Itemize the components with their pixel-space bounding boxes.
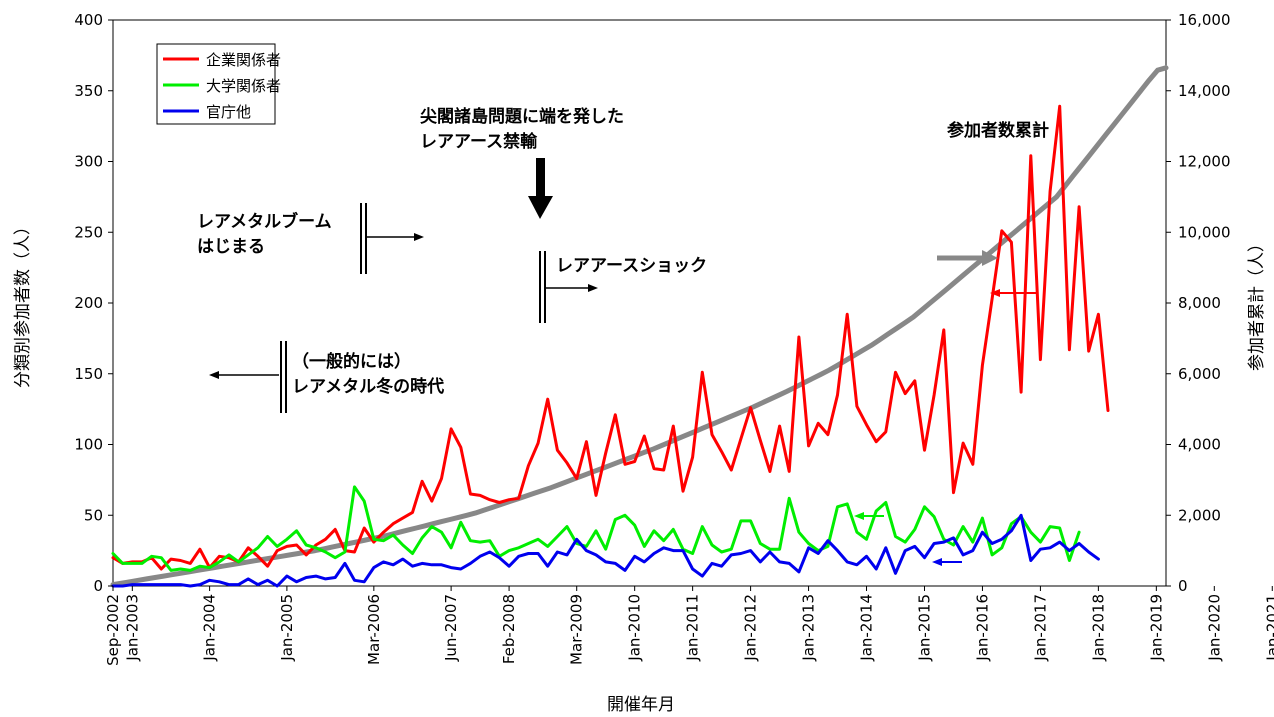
x-tick-label: Jan-2010 bbox=[626, 594, 644, 662]
right-tick-label: 2,000 bbox=[1178, 506, 1221, 524]
x-tick-label: Sep-2002 bbox=[104, 594, 122, 666]
left-tick-label: 50 bbox=[84, 506, 103, 524]
annotation-rare-metal-boom: レアメタルブーム はじまる bbox=[197, 203, 424, 274]
x-tick-label: Jun-2007 bbox=[442, 594, 460, 662]
arrow-down-icon bbox=[528, 196, 553, 219]
annotation-text: レアメタル冬の時代 bbox=[292, 376, 444, 397]
arrow-right-icon bbox=[982, 250, 998, 266]
left-tick-label: 200 bbox=[74, 294, 103, 312]
x-tick-label: Feb-2008 bbox=[500, 594, 518, 664]
left-tick-label: 350 bbox=[74, 82, 103, 100]
annotation-text: レアアース禁輸 bbox=[420, 131, 538, 152]
x-tick-label: Jan-2012 bbox=[742, 594, 760, 662]
x-axis: Sep-2002 Jan-2003 Jan-2004 Jan-2005 Mar-2006… bbox=[104, 586, 1274, 666]
x-tick-label: Jan-2016 bbox=[973, 594, 991, 662]
x-tick-label: Jan-2021 bbox=[1263, 594, 1274, 662]
right-tick-label: 14,000 bbox=[1178, 82, 1231, 100]
axis-direction-arrows bbox=[854, 250, 1037, 566]
right-tick-label: 8,000 bbox=[1178, 294, 1221, 312]
right-tick-label: 16,000 bbox=[1178, 11, 1231, 29]
annotation-cumulative: 参加者数累計 bbox=[947, 120, 1049, 141]
annotation-text: レアアースショック bbox=[556, 256, 707, 276]
x-tick-label: Jan-2018 bbox=[1089, 594, 1107, 662]
annotation-text: レアメタルブーム bbox=[197, 211, 332, 232]
legend: 企業関係者 大学関係者 官庁他 bbox=[156, 43, 281, 125]
arrow-left-icon bbox=[209, 371, 219, 379]
x-tick-label: Jan-2017 bbox=[1031, 594, 1049, 662]
right-tick-label: 6,000 bbox=[1178, 365, 1221, 383]
arrow-right-icon bbox=[588, 284, 598, 292]
arrow-left-icon bbox=[854, 512, 864, 520]
series-line-1 bbox=[111, 485, 1081, 572]
left-tick-label: 300 bbox=[74, 153, 103, 171]
x-tick-label: Jan-2005 bbox=[278, 594, 296, 662]
annotation-rare-earth-embargo: 尖閣諸島問題に端を発した レアアース禁輸 bbox=[420, 106, 624, 219]
annotation-text: （一般的には） bbox=[292, 351, 411, 372]
x-tick-label: Jan-2014 bbox=[858, 594, 876, 662]
annotation-rare-earth-shock: レアアースショック bbox=[539, 251, 707, 323]
left-tick-label: 150 bbox=[74, 365, 103, 383]
right-tick-label: 0 bbox=[1178, 577, 1188, 595]
left-axis: 0 50 100 150 200 250 300 350 400 bbox=[74, 11, 113, 595]
left-axis-label: 分類別参加者数（人） bbox=[13, 218, 33, 388]
series-layer bbox=[110, 65, 1169, 588]
x-tick-label: Jan-2003 bbox=[123, 594, 141, 662]
right-axis-label: 参加者累計（人） bbox=[1247, 235, 1267, 371]
annotation-rare-metal-winter: （一般的には） レアメタル冬の時代 bbox=[209, 341, 444, 413]
annotation-text: はじまる bbox=[197, 237, 265, 257]
right-tick-label: 10,000 bbox=[1178, 223, 1231, 241]
x-tick-label: Jan-2013 bbox=[800, 594, 818, 662]
x-axis-label: 開催年月 bbox=[607, 695, 675, 715]
legend-label-university: 大学関係者 bbox=[206, 77, 281, 95]
x-tick-label: Mar-2006 bbox=[365, 594, 383, 665]
left-tick-label: 100 bbox=[74, 436, 103, 454]
arrow-left-icon bbox=[990, 289, 1000, 297]
annotation-arrow-shaft bbox=[536, 158, 545, 196]
right-tick-label: 4,000 bbox=[1178, 436, 1221, 454]
series-line-0 bbox=[111, 104, 1110, 571]
x-tick-label: Jan-2019 bbox=[1147, 594, 1165, 662]
x-tick-label: Jan-2004 bbox=[201, 594, 219, 662]
left-tick-label: 400 bbox=[74, 11, 103, 29]
legend-label-company: 企業関係者 bbox=[206, 51, 281, 69]
x-tick-label: Mar-2009 bbox=[568, 594, 586, 665]
left-tick-label: 250 bbox=[74, 223, 103, 241]
arrow-left-icon bbox=[932, 558, 942, 566]
x-tick-label: Jan-2020 bbox=[1205, 594, 1223, 662]
series-line-2 bbox=[111, 513, 1100, 588]
left-tick-label: 0 bbox=[93, 577, 103, 595]
right-tick-label: 12,000 bbox=[1178, 153, 1231, 171]
annotation-text: 尖閣諸島問題に端を発した bbox=[420, 106, 624, 127]
x-tick-label: Jan-2015 bbox=[915, 594, 933, 662]
arrow-right-icon bbox=[414, 233, 424, 241]
legend-label-government: 官庁他 bbox=[206, 103, 251, 121]
series-line-3 bbox=[110, 65, 1169, 588]
right-axis: 0 2,000 4,000 6,000 8,000 10,000 12,000 14,000 1… bbox=[1166, 11, 1231, 595]
x-tick-label: Jan-2011 bbox=[684, 594, 702, 662]
annotation-text: 参加者数累計 bbox=[947, 120, 1049, 141]
